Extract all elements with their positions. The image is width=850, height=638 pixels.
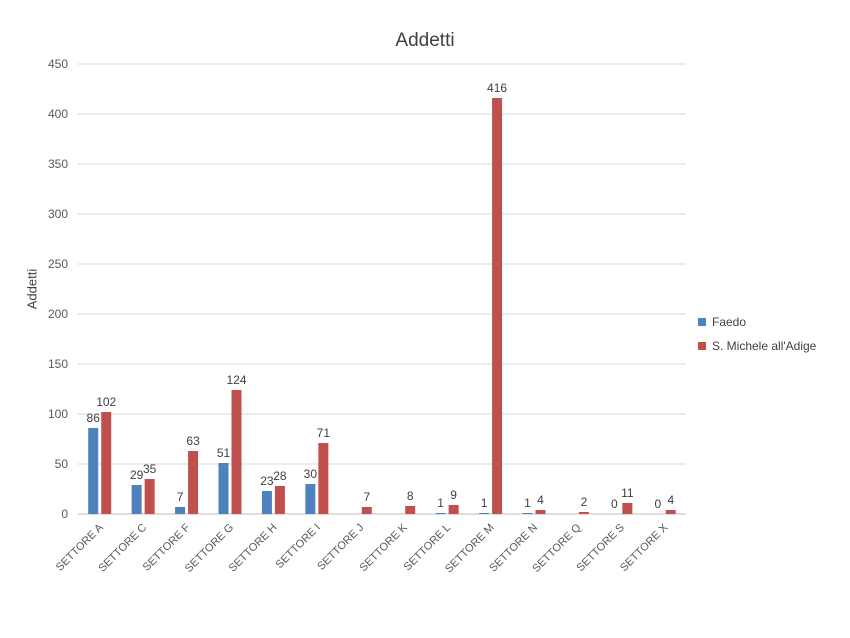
data-label-san-michele-settore-g: 124: [226, 373, 246, 387]
data-label-san-michele-settore-x: 4: [667, 493, 674, 507]
data-label-san-michele-settore-a: 102: [96, 395, 116, 409]
data-label-faedo-settore-h: 23: [260, 474, 274, 488]
bar-san-michele-settore-f: [188, 451, 199, 514]
bar-san-michele-settore-k: [405, 506, 416, 514]
bar-faedo-settore-h: [261, 491, 272, 514]
legend-label-san-michele: S. Michele all'Adige: [712, 339, 817, 353]
bar-faedo-settore-g: [218, 463, 229, 514]
data-label-san-michele-settore-h: 28: [273, 469, 287, 483]
data-label-faedo-settore-g: 51: [217, 446, 231, 460]
data-label-san-michele-settore-j: 7: [363, 490, 370, 504]
bar-faedo-settore-c: [131, 485, 142, 514]
data-label-san-michele-settore-n: 4: [537, 493, 544, 507]
bar-san-michele-settore-j: [361, 507, 372, 514]
data-label-faedo-settore-s: 0: [611, 497, 618, 511]
data-label-faedo-settore-a: 86: [87, 411, 101, 425]
data-label-faedo-settore-m: 1: [481, 496, 488, 510]
data-label-faedo-settore-c: 29: [130, 468, 144, 482]
bar-san-michele-settore-n: [535, 510, 546, 514]
bar-san-michele-settore-c: [144, 479, 155, 514]
data-label-san-michele-settore-l: 9: [450, 488, 457, 502]
bar-san-michele-settore-i: [318, 443, 329, 514]
legend-swatch-san-michele: [698, 342, 706, 350]
data-label-san-michele-settore-s: 11: [621, 486, 634, 500]
bar-san-michele-settore-g: [231, 390, 242, 514]
legend-item-faedo: Faedo: [698, 312, 816, 332]
data-label-faedo-settore-l: 1: [437, 496, 444, 510]
data-label-san-michele-settore-c: 35: [143, 462, 157, 476]
y-tick-label-0: 0: [61, 507, 68, 521]
data-label-faedo-settore-n: 1: [524, 496, 531, 510]
bar-faedo-settore-m: [479, 513, 490, 514]
y-tick-label-250: 250: [48, 257, 68, 271]
y-tick-label-350: 350: [48, 157, 68, 171]
y-tick-label-300: 300: [48, 207, 68, 221]
y-tick-label-450: 450: [48, 57, 68, 71]
bar-san-michele-settore-m: [492, 98, 503, 514]
data-label-faedo-settore-x: 0: [654, 497, 661, 511]
bar-faedo-settore-i: [305, 484, 316, 514]
chart-title: Addetti: [395, 30, 455, 51]
data-label-san-michele-settore-f: 63: [186, 434, 200, 448]
y-tick-label-50: 50: [55, 457, 69, 471]
bar-san-michele-settore-s: [622, 503, 633, 514]
data-label-san-michele-settore-q: 2: [581, 495, 588, 509]
data-label-san-michele-settore-m: 416: [487, 81, 507, 95]
legend: Faedo S. Michele all'Adige: [698, 312, 816, 360]
legend-swatch-faedo: [698, 318, 706, 326]
bar-san-michele-settore-l: [448, 505, 459, 514]
data-label-faedo-settore-i: 30: [304, 467, 318, 481]
legend-label-faedo: Faedo: [712, 315, 747, 329]
data-label-san-michele-settore-k: 8: [407, 489, 414, 503]
data-label-faedo-settore-f: 7: [177, 490, 184, 504]
bar-faedo-settore-a: [88, 428, 99, 514]
y-tick-label-200: 200: [48, 307, 68, 321]
bar-faedo-settore-f: [175, 507, 186, 514]
data-label-san-michele-settore-i: 71: [317, 426, 331, 440]
y-tick-label-400: 400: [48, 107, 68, 121]
y-tick-label-150: 150: [48, 357, 68, 371]
bar-san-michele-settore-x: [665, 510, 676, 514]
bar-faedo-settore-l: [435, 513, 446, 514]
bar-faedo-settore-n: [522, 513, 533, 514]
bar-san-michele-settore-h: [274, 486, 285, 514]
legend-item-san-michele: S. Michele all'Adige: [698, 336, 816, 356]
bar-san-michele-settore-q: [578, 512, 589, 514]
bar-san-michele-settore-a: [101, 412, 112, 514]
y-tick-label-100: 100: [48, 407, 68, 421]
